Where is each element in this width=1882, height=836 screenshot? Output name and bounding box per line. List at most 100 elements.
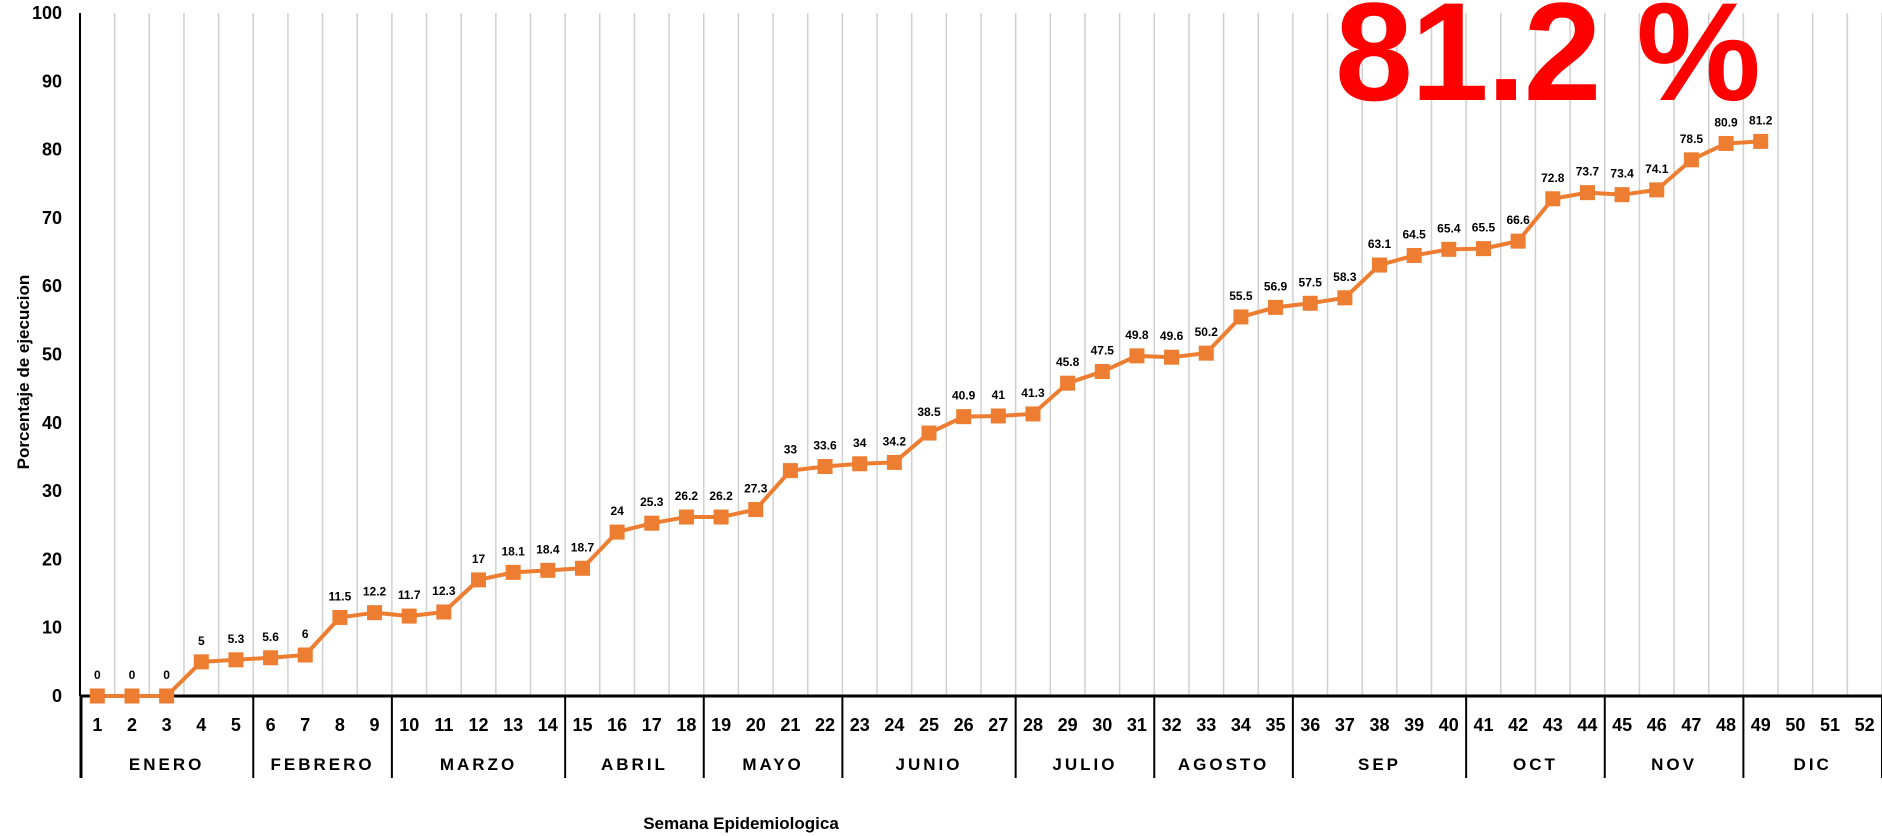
y-axis-label: Porcentaje de ejecucion (14, 274, 33, 470)
data-label: 65.5 (1472, 221, 1496, 235)
x-tick-label: 9 (370, 715, 380, 735)
y-tick-label: 30 (42, 481, 62, 501)
data-point (748, 502, 764, 518)
data-label: 11.7 (398, 588, 421, 602)
data-point (1337, 290, 1353, 306)
data-point (332, 609, 348, 625)
x-tick-label: 24 (884, 715, 904, 735)
data-point (1649, 182, 1665, 198)
x-tick-label: 33 (1196, 715, 1216, 735)
data-point (1302, 295, 1318, 311)
data-point (1753, 133, 1769, 149)
data-point (124, 688, 140, 704)
data-point (1614, 187, 1630, 203)
x-tick-label: 40 (1439, 715, 1459, 735)
data-point (89, 688, 105, 704)
data-label: 17 (472, 552, 486, 566)
data-label: 73.7 (1576, 165, 1600, 179)
x-tick-label: 7 (300, 715, 310, 735)
data-point (886, 454, 902, 470)
data-point (540, 562, 556, 578)
x-tick-label: 20 (746, 715, 766, 735)
x-tick-label: 16 (607, 715, 627, 735)
x-tick-label: 35 (1266, 715, 1286, 735)
month-label: FEBRERO (271, 755, 375, 774)
data-label: 5.6 (262, 630, 279, 644)
data-label: 18.7 (571, 540, 595, 554)
month-label: JULIO (1052, 755, 1117, 774)
data-point (1372, 257, 1388, 273)
data-point (921, 425, 937, 441)
x-axis-label: Semana Epidemiologica (643, 814, 839, 833)
data-point (471, 572, 487, 588)
data-point (1441, 241, 1457, 257)
data-point (644, 515, 660, 531)
x-tick-label: 49 (1751, 715, 1771, 735)
x-tick-label: 26 (954, 715, 974, 735)
data-point (1579, 185, 1595, 201)
data-point (990, 408, 1006, 424)
data-label: 11.5 (329, 589, 352, 603)
x-tick-label: 48 (1716, 715, 1736, 735)
x-tick-label: 19 (711, 715, 731, 735)
x-tick-label: 28 (1023, 715, 1043, 735)
x-tick-label: 4 (196, 715, 206, 735)
data-point (1406, 247, 1422, 263)
x-tick-label: 42 (1508, 715, 1528, 735)
y-tick-label: 60 (42, 276, 62, 296)
month-label: NOV (1651, 755, 1697, 774)
data-label: 27.3 (744, 482, 768, 496)
data-label: 80.9 (1714, 115, 1738, 129)
data-point (1060, 375, 1076, 391)
data-point (678, 509, 694, 525)
data-label: 26.2 (709, 489, 733, 503)
data-point (852, 456, 868, 472)
x-tick-label: 10 (399, 715, 419, 735)
y-tick-label: 80 (42, 140, 62, 160)
x-tick-label: 30 (1092, 715, 1112, 735)
data-label: 25.3 (640, 495, 664, 509)
month-label: OCT (1513, 755, 1558, 774)
data-label: 72.8 (1541, 171, 1565, 185)
data-point (1475, 241, 1491, 257)
data-point (159, 688, 175, 704)
data-label: 12.2 (363, 585, 387, 599)
x-tick-label: 25 (919, 715, 939, 735)
month-label: SEP (1358, 755, 1401, 774)
data-label: 50.2 (1195, 325, 1219, 339)
data-point (574, 560, 590, 576)
x-tick-label: 27 (988, 715, 1008, 735)
data-label: 78.5 (1680, 132, 1704, 146)
x-tick-label: 6 (266, 715, 276, 735)
month-label: MAYO (742, 755, 803, 774)
x-tick-label: 38 (1370, 715, 1390, 735)
x-tick-label: 52 (1855, 715, 1875, 735)
month-label: ABRIL (601, 755, 668, 774)
data-label: 33.6 (813, 439, 837, 453)
y-tick-label: 50 (42, 345, 62, 365)
x-tick-label: 36 (1300, 715, 1320, 735)
y-tick-label: 70 (42, 208, 62, 228)
data-point (401, 608, 417, 624)
data-label: 18.1 (501, 544, 525, 558)
data-point (297, 647, 313, 663)
data-label: 0 (94, 668, 101, 682)
x-tick-label: 14 (538, 715, 558, 735)
x-tick-label: 11 (434, 715, 453, 735)
data-label: 65.4 (1437, 221, 1461, 235)
month-label: MARZO (440, 755, 517, 774)
data-label: 6 (302, 627, 309, 641)
data-point (713, 509, 729, 525)
data-label: 41.3 (1021, 386, 1045, 400)
x-tick-label: 34 (1231, 715, 1251, 735)
data-label: 34.2 (883, 434, 907, 448)
data-label: 33 (784, 443, 798, 457)
data-label: 0 (129, 668, 136, 682)
data-point (1718, 135, 1734, 151)
y-tick-label: 10 (42, 618, 62, 638)
data-label: 40.9 (952, 389, 976, 403)
x-tick-label: 37 (1335, 715, 1355, 735)
data-point (1129, 348, 1145, 364)
data-point (1198, 345, 1214, 361)
data-label: 26.2 (675, 489, 699, 503)
